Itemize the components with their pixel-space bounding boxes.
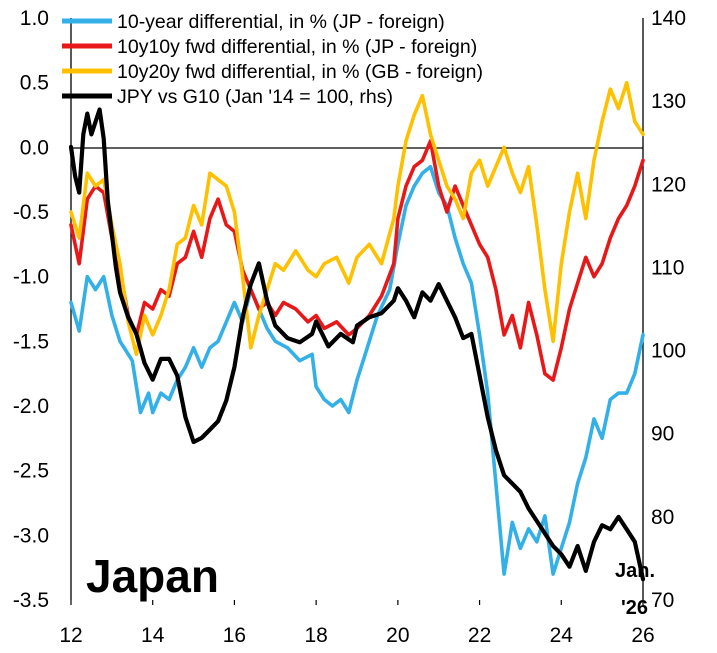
legend-label-3: JPY vs G10 (Jan '14 = 100, rhs) (117, 86, 393, 108)
x-tick-label: 14 (141, 624, 165, 647)
series-line-3 (68, 107, 646, 582)
x-tick-label: 22 (468, 624, 491, 647)
legend-label-0: 10-year differential, in % (JP - foreign… (117, 11, 445, 33)
x-tick-label: 18 (304, 624, 327, 647)
y-right-tick-label: 140 (651, 7, 686, 30)
chart-title: Japan (86, 550, 219, 602)
y-left-tick-label: -3.5 (13, 589, 49, 612)
legend-label-1: 10y10y fwd differential, in % (JP - fore… (117, 36, 477, 58)
y-left-tick-label: -3.0 (13, 524, 49, 547)
y-left-tick-label: 0.5 (20, 72, 49, 95)
x-tick-label: 24 (550, 624, 574, 647)
annotation-line-2: '26 (621, 597, 648, 619)
series-line-2 (69, 80, 645, 357)
y-right-tick-label: 110 (651, 256, 684, 279)
x-tick-label: 16 (223, 624, 246, 647)
y-left-tick-label: -1.0 (13, 266, 49, 289)
y-right-tick-label: 100 (651, 340, 686, 363)
y-right-tick-label: 130 (651, 90, 686, 113)
legend-label-2: 10y20y fwd differential, in % (GB - fore… (117, 61, 483, 83)
y-right-tick-label: 90 (651, 423, 674, 446)
tick-labels: 12 14 16 18 20 22 24 26 1.0 0.5 0.0 -0.5 -1.0 -1.5 -2.… (13, 7, 686, 647)
y-right-tick-label: 70 (651, 589, 674, 612)
y-left-tick-label: -2.5 (13, 460, 49, 483)
x-tick-label: 20 (386, 624, 409, 647)
series-line-0 (69, 164, 645, 576)
y-right-tick-label: 120 (651, 173, 686, 196)
y-left-tick-label: -0.5 (13, 201, 49, 224)
x-tick-label: 12 (59, 624, 82, 647)
legend: 10-year differential, in % (JP - foreign… (62, 11, 483, 108)
series-layer (68, 80, 646, 582)
y-left-tick-label: -1.5 (13, 330, 49, 353)
y-right-tick-label: 80 (651, 506, 674, 529)
y-left-tick-label: -2.0 (13, 395, 49, 418)
y-left-tick-label: 1.0 (20, 7, 49, 30)
y-left-tick-label: 0.0 (20, 136, 49, 159)
x-tick-label: 26 (631, 624, 654, 647)
annotation-line-1: Jan. (615, 560, 655, 582)
